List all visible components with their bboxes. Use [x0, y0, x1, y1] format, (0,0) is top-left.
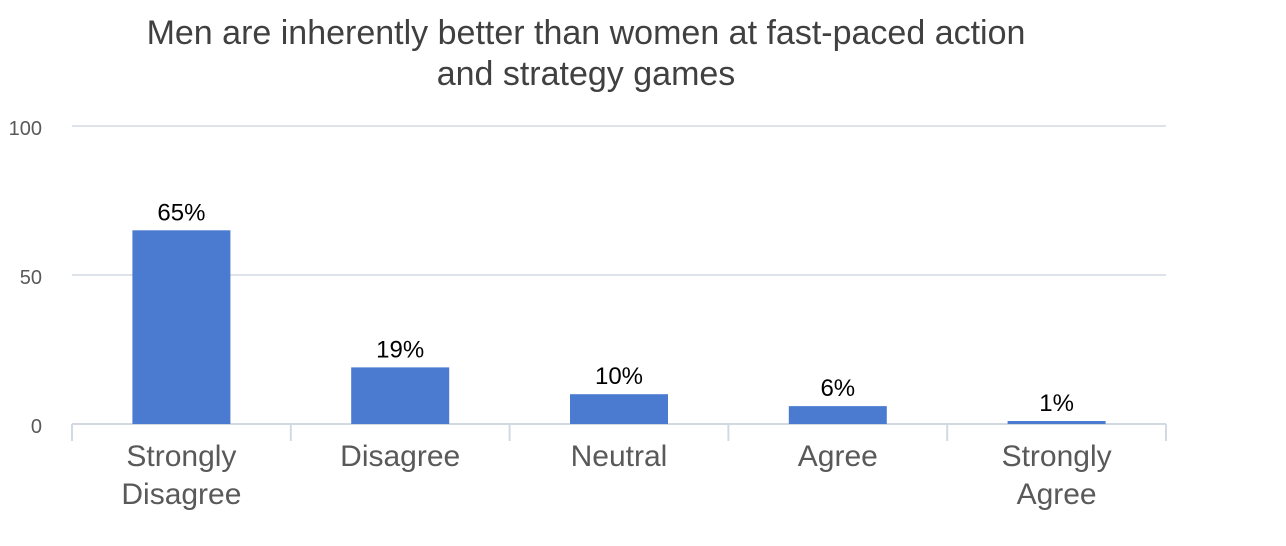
data-label: 65%: [157, 199, 205, 226]
data-label: 19%: [376, 336, 424, 363]
x-tick-label: Disagree: [340, 440, 460, 473]
bar: [132, 230, 231, 424]
y-tick-label: 100: [9, 118, 42, 140]
y-tick-label: 50: [20, 267, 42, 289]
data-label: 10%: [595, 363, 643, 390]
data-label: 1%: [1039, 390, 1074, 417]
bar: [351, 367, 450, 424]
chart-title-line-1: Men are inherently better than women at …: [147, 14, 1026, 52]
data-label: 6%: [820, 375, 855, 402]
bar: [788, 406, 887, 424]
x-tick-label: Strongly: [1002, 440, 1112, 473]
bar: [1007, 421, 1106, 424]
x-tick-label: Neutral: [571, 440, 668, 473]
x-tick-label: Agree: [798, 440, 878, 473]
x-tick-label: Disagree: [121, 478, 241, 511]
x-tick-label: Agree: [1017, 478, 1097, 511]
y-tick-label: 0: [31, 416, 42, 438]
bar: [570, 394, 668, 424]
chart-title-line-2: and strategy games: [437, 55, 736, 93]
x-tick-label: Strongly: [126, 440, 236, 473]
